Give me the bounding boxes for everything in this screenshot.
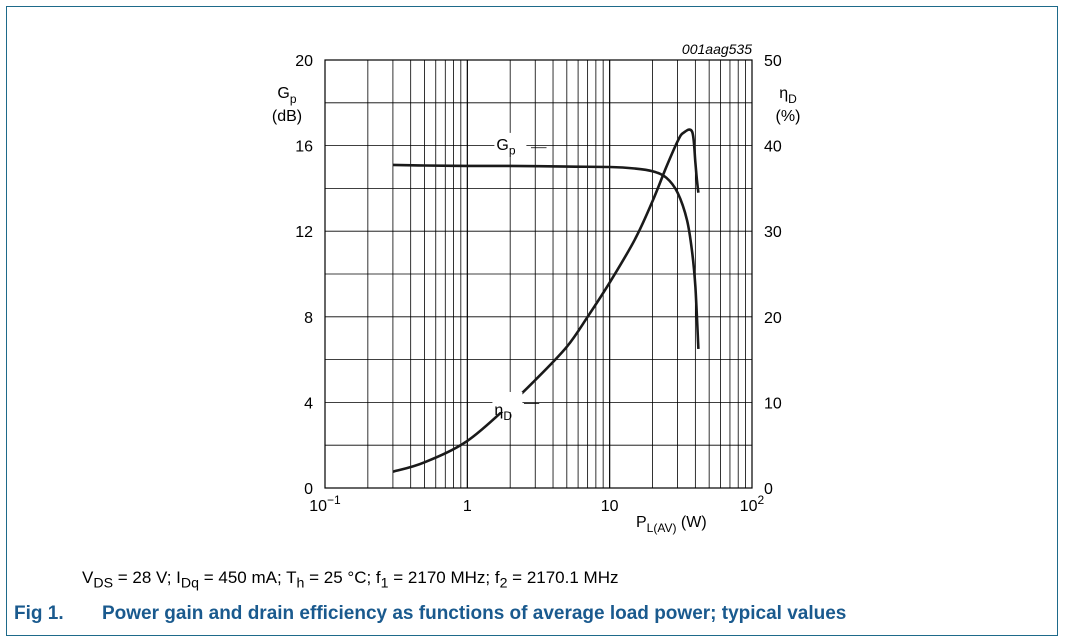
y-left-tick-label: 12 [295,224,313,241]
y-left-tick-label: 0 [304,481,313,498]
y-right-tick-label: 10 [764,395,782,412]
y-right-axis-unit: (%) [776,108,801,125]
y-left-tick-label: 4 [304,395,313,412]
figure-frame [6,6,1058,636]
y-left-tick-label: 20 [295,53,313,70]
y-left-tick-label: 8 [304,310,313,327]
figure-caption: Fig 1. Power gain and drain efficiency as… [14,603,846,625]
x-tick-label: 10−1 [309,493,341,515]
chart: 0 4 8 12 16 20 0 10 20 30 40 50 10−1 1 10 102 Gp (dB) ηD (%… [272,41,801,535]
gp-curve-label: Gp [496,137,515,158]
vds-value: 28 V [132,568,167,587]
th-value: 25 °C [323,568,367,587]
eta-label-bg [492,391,523,412]
idq-value: 450 mA [218,568,277,587]
caption-text: Power gain and drain efficiency as funct… [102,603,847,624]
caption-number: Fig 1. [14,603,64,624]
x-tick-label: 10 [601,498,619,515]
y-right-tick-label: 50 [764,53,782,70]
gp-series-line [392,163,700,349]
y-left-axis-label: Gp [277,85,296,106]
eta-series-line [392,128,700,473]
x-axis-label: PL(AV) (W) [636,514,707,535]
y-right-axis-label: ηD [779,85,797,106]
eta-curve-label: ηD [494,402,512,423]
y-left-axis-unit: (dB) [272,108,302,125]
y-right-tick-label: 30 [764,224,782,241]
y-right-tick-label: 0 [764,481,773,498]
x-tick-label: 1 [463,498,472,515]
y-right-tick-label: 40 [764,139,782,156]
gp-label-bg [494,132,527,157]
figure-id: 001aag535 [682,41,752,57]
test-conditions: VDS = 28 V; IDq = 450 mA; Th = 25 °C; f1… [82,568,619,592]
y-right-tick-label: 20 [764,310,782,327]
f1-value: 2170 MHz [407,568,486,587]
y-left-tick-label: 16 [295,139,313,156]
f2-value: 2170.1 MHz [526,568,619,587]
x-tick-label: 102 [740,493,765,515]
plot-frame [324,59,753,489]
